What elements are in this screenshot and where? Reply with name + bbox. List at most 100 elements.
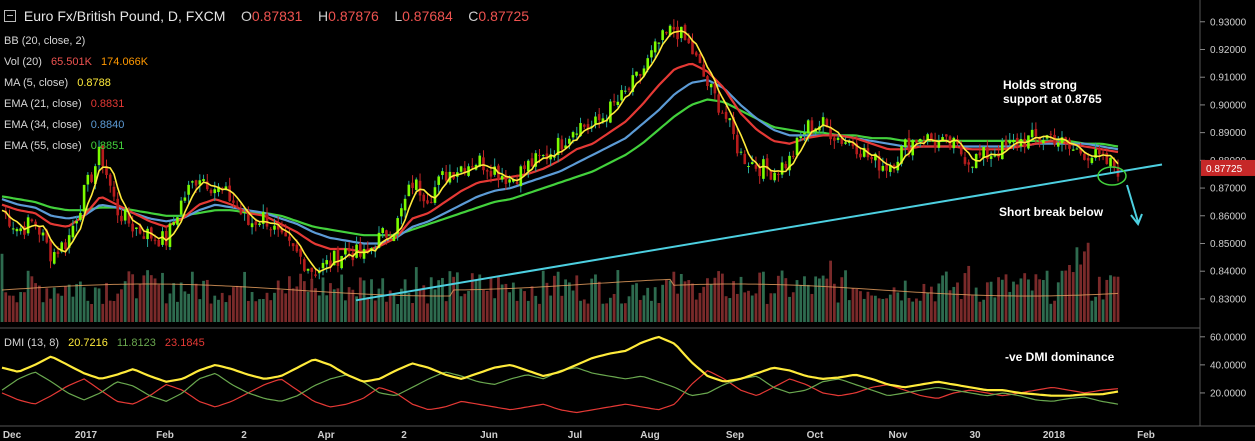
candle-body <box>791 155 795 157</box>
candle-body <box>79 212 82 221</box>
volume-bar <box>235 285 239 322</box>
candle-body <box>355 244 358 258</box>
volume-bar <box>627 296 631 322</box>
candle-body <box>941 137 944 142</box>
candle-body <box>1075 148 1079 150</box>
volume-bar <box>93 287 97 322</box>
candle-body <box>30 219 34 222</box>
volume-bar <box>620 303 623 322</box>
candle-body <box>795 137 799 156</box>
indicator-ema34[interactable]: EMA (34, close) 0.8840 <box>4 119 124 131</box>
candle-body <box>385 230 388 238</box>
indicator-ema55-label: EMA (55, close) <box>4 140 82 152</box>
time-tick-label: Oct <box>807 430 824 441</box>
volume-bar <box>978 301 982 322</box>
volume-bar <box>355 296 358 322</box>
volume-bar <box>508 292 512 322</box>
volume-bar <box>295 286 299 322</box>
candle-body <box>530 158 534 167</box>
candle-body <box>482 157 485 171</box>
volume-bar <box>1034 274 1038 322</box>
volume-bar <box>806 284 810 322</box>
volume-bar <box>601 303 605 322</box>
volume-bar <box>735 293 739 322</box>
candle-body <box>512 179 515 182</box>
volume-bar <box>941 275 944 322</box>
candle-body <box>1008 140 1012 144</box>
candle-body <box>1038 138 1041 141</box>
price-tick-label: 0.83000 <box>1210 294 1247 305</box>
indicator-ema34-value: 0.8840 <box>90 119 125 131</box>
volume-bar <box>217 299 220 322</box>
price-tick-label: 0.92000 <box>1210 45 1247 56</box>
indicator-vol[interactable]: Vol (20) 65.501K 174.066K <box>4 56 148 68</box>
candle-body <box>889 165 892 172</box>
candle-body <box>672 26 676 30</box>
volume-bar <box>407 293 411 322</box>
indicator-ema21[interactable]: EMA (21, close) 0.8831 <box>4 98 124 110</box>
volume-bar <box>877 298 881 322</box>
volume-bar <box>291 288 295 322</box>
candle-body <box>176 217 179 225</box>
volume-bar <box>474 280 478 322</box>
volume-bar <box>1090 300 1094 322</box>
volume-bar <box>743 292 747 322</box>
volume-bar <box>818 278 821 322</box>
volume-bar <box>441 277 444 322</box>
volume-bar <box>142 275 146 322</box>
volume-bar <box>519 288 523 322</box>
support-highlight-ellipse <box>1097 166 1127 186</box>
collapse-icon[interactable] <box>4 10 16 22</box>
candle-body <box>665 31 668 34</box>
volume-bar <box>280 289 284 322</box>
volume-bar <box>205 279 209 322</box>
candle-body <box>90 174 93 182</box>
candle-body <box>377 232 381 248</box>
volume-bar <box>530 286 534 322</box>
volume-bar <box>713 277 717 322</box>
indicator-ma5[interactable]: MA (5, close) 0.8788 <box>4 77 111 89</box>
volume-bar <box>213 295 217 322</box>
candle-body <box>71 225 75 238</box>
volume-bar <box>571 290 575 322</box>
volume-bar <box>1027 279 1030 322</box>
indicator-ema55[interactable]: EMA (55, close) 0.8851 <box>4 140 124 152</box>
indicator-ma5-label: MA (5, close) <box>4 77 69 89</box>
volume-bar <box>549 295 553 322</box>
volume-bar <box>455 272 459 322</box>
volume-bar <box>515 300 519 322</box>
candle-body <box>694 52 698 56</box>
candle-body <box>64 242 67 250</box>
candle-body <box>743 153 747 165</box>
candle-body <box>706 76 709 86</box>
volume-bar <box>493 298 497 322</box>
time-tick-label: Apr <box>317 430 334 441</box>
candle-body <box>67 235 71 248</box>
volume-bar <box>396 303 400 322</box>
volume-bar <box>534 295 538 322</box>
volume-bar <box>918 300 922 322</box>
candle-body <box>247 209 250 225</box>
volume-bar <box>273 292 276 322</box>
volume-bar <box>762 271 765 322</box>
price-tick-label: 0.93000 <box>1210 17 1247 28</box>
candle-body <box>82 184 86 212</box>
volume-bar <box>385 301 388 322</box>
volume-bar <box>683 281 687 322</box>
candle-body <box>713 82 717 94</box>
volume-bar <box>243 271 247 322</box>
candle-body <box>754 164 758 169</box>
volume-bar <box>422 285 426 322</box>
volume-bars <box>0 242 1120 322</box>
candle-body <box>359 243 362 257</box>
volume-bar <box>392 294 396 322</box>
volume-bar <box>638 299 642 322</box>
candle-body <box>982 146 985 158</box>
indicator-dmi[interactable]: DMI (13, 8) 20.7216 11.8123 23.1845 <box>4 337 205 349</box>
indicator-bb[interactable]: BB (20, close, 2) <box>4 35 85 47</box>
candle-body <box>75 221 78 224</box>
volume-bar <box>915 298 918 322</box>
volume-bar <box>78 281 82 322</box>
candle-body <box>967 162 971 165</box>
